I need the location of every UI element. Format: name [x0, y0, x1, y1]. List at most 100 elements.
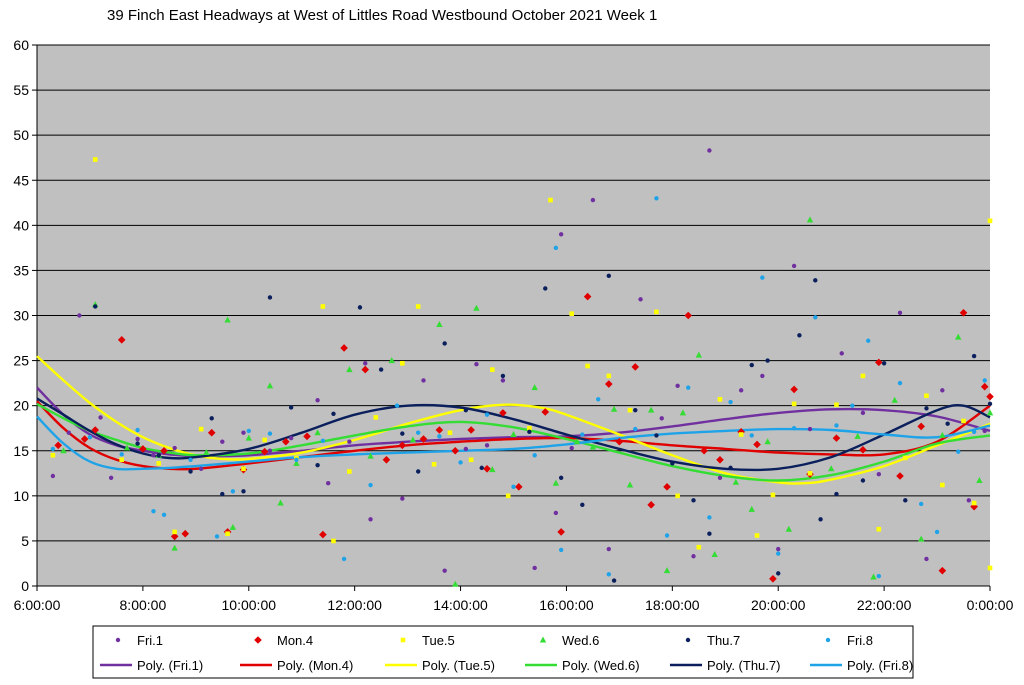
legend-box	[92, 625, 914, 679]
data-point	[188, 469, 193, 474]
data-point	[532, 565, 537, 571]
data-point	[119, 452, 124, 457]
data-point	[776, 551, 781, 556]
data-point	[732, 478, 740, 485]
data-point	[615, 437, 624, 446]
data-point	[416, 430, 421, 435]
trendline-5	[36, 397, 991, 472]
data-point	[728, 399, 733, 405]
y-tick-label: 5	[21, 533, 29, 549]
data-point	[77, 313, 82, 318]
data-point	[717, 397, 723, 402]
data-point	[415, 304, 421, 309]
legend-label: Fri.1	[137, 633, 163, 648]
legend-item: Poly. (Tue.5)	[385, 658, 495, 673]
series-2	[54, 292, 994, 583]
data-point	[860, 373, 866, 379]
data-point	[421, 378, 426, 383]
data-point	[50, 473, 56, 479]
data-point	[451, 446, 460, 455]
legend-item: Wed.6	[539, 633, 599, 648]
data-point	[654, 309, 659, 315]
trendline-3	[36, 355, 991, 485]
data-point	[400, 360, 405, 366]
legend-label: Wed.6	[562, 633, 599, 648]
data-point	[474, 361, 479, 367]
data-point	[378, 367, 384, 372]
data-point	[679, 409, 687, 416]
data-point	[172, 445, 177, 451]
legend-item: Poly. (Mon.4)	[240, 658, 353, 673]
data-point	[500, 373, 506, 379]
data-point	[303, 432, 311, 441]
data-point	[363, 361, 368, 366]
data-point	[331, 538, 336, 544]
data-point	[606, 546, 611, 552]
data-point	[971, 429, 977, 435]
data-point	[527, 429, 532, 435]
data-point	[400, 496, 405, 501]
data-point	[700, 446, 708, 455]
data-point	[241, 489, 246, 494]
data-point	[224, 316, 231, 323]
data-point	[791, 401, 797, 407]
data-point	[790, 385, 798, 394]
data-point	[569, 311, 575, 316]
data-point	[315, 398, 320, 403]
data-point	[987, 401, 993, 407]
data-point	[531, 384, 538, 391]
data-point	[813, 278, 818, 283]
data-point	[341, 556, 347, 562]
y-tick-label: 20	[13, 398, 29, 414]
data-point	[505, 493, 511, 499]
y-tick-label: 30	[13, 308, 29, 324]
data-point	[569, 445, 574, 451]
data-point	[797, 333, 802, 338]
data-point	[924, 406, 929, 411]
data-point	[135, 441, 140, 446]
data-point	[267, 448, 273, 453]
data-point	[924, 556, 929, 562]
data-point	[876, 573, 882, 579]
x-tick-label: 0:00:00	[967, 597, 1014, 613]
data-point	[896, 472, 904, 480]
data-point	[161, 512, 167, 517]
data-point	[860, 478, 866, 483]
data-point	[117, 336, 126, 344]
data-point	[580, 502, 585, 508]
data-point	[654, 433, 659, 438]
y-tick-label: 50	[13, 127, 29, 143]
data-point	[626, 481, 634, 488]
legend-item: Mon.4	[254, 633, 313, 648]
data-point	[543, 286, 548, 291]
data-point	[982, 428, 987, 434]
data-point	[776, 546, 781, 552]
legend-item: Tue.5	[400, 633, 455, 648]
data-point	[320, 304, 326, 309]
data-point	[654, 196, 659, 201]
data-point	[220, 439, 225, 444]
data-point	[511, 484, 516, 490]
data-point	[170, 532, 179, 541]
data-point	[860, 410, 866, 416]
data-point	[695, 351, 703, 358]
trendlines	[36, 355, 991, 485]
data-point	[881, 361, 887, 366]
data-point	[93, 304, 98, 309]
legend-label: Poly. (Mon.4)	[277, 658, 353, 673]
data-point	[151, 508, 156, 514]
data-point	[361, 365, 370, 374]
data-point	[66, 430, 71, 435]
data-point	[490, 367, 495, 372]
data-point	[314, 429, 321, 436]
data-point	[583, 292, 592, 301]
data-point	[870, 573, 877, 580]
data-point	[980, 382, 989, 391]
data-point	[282, 437, 290, 446]
data-point	[806, 216, 814, 223]
data-point	[785, 525, 793, 532]
data-point	[108, 475, 114, 480]
data-point	[664, 533, 670, 538]
series-3	[50, 157, 993, 571]
series-1	[50, 148, 987, 573]
